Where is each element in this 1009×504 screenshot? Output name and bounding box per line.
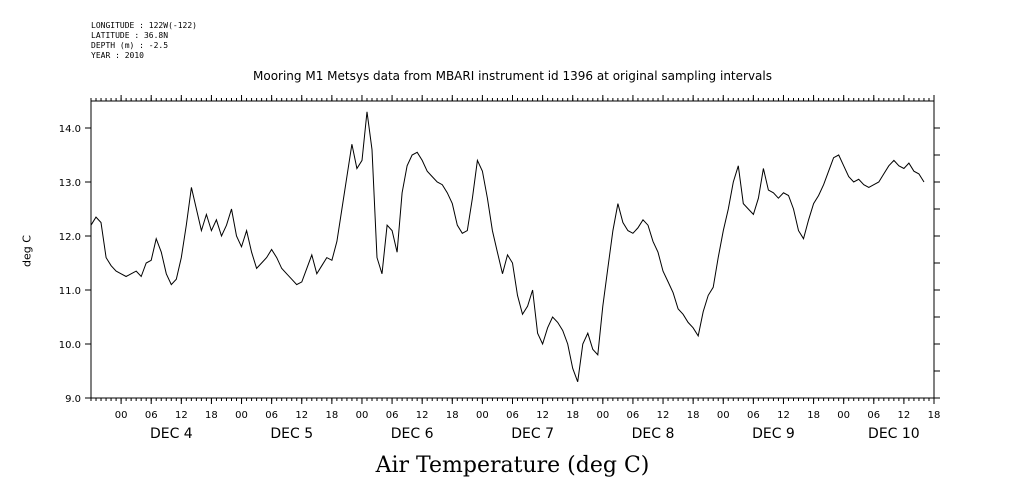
y-tick-label: 11.0 xyxy=(59,286,81,297)
x-tick-label: 18 xyxy=(807,410,820,421)
x-axis-label: Air Temperature (deg C) xyxy=(375,453,650,478)
x-tick-label: 00 xyxy=(717,410,730,421)
depth-label: DEPTH (m) : -2.5 xyxy=(91,41,169,50)
x-tick-label: 18 xyxy=(928,410,941,421)
year-label: YEAR : 2010 xyxy=(91,51,144,60)
y-tick-label: 9.0 xyxy=(65,394,81,405)
day-label: DEC 4 xyxy=(150,426,193,442)
x-tick-label: 06 xyxy=(747,410,760,421)
day-label: DEC 6 xyxy=(391,426,434,442)
chart-title: Mooring M1 Metsys data from MBARI instru… xyxy=(253,69,772,83)
x-tick-label: 06 xyxy=(506,410,519,421)
longitude-label: LONGITUDE : 122W(-122) xyxy=(91,21,197,30)
x-tick-label: 12 xyxy=(898,410,911,421)
x-tick-label: 12 xyxy=(416,410,429,421)
y-tick-label: 14.0 xyxy=(59,124,81,135)
y-tick-label: 10.0 xyxy=(59,340,81,351)
x-tick-label: 00 xyxy=(356,410,369,421)
x-tick-label: 06 xyxy=(386,410,399,421)
day-label: DEC 5 xyxy=(270,426,313,442)
x-tick-label: 00 xyxy=(596,410,609,421)
x-tick-label: 00 xyxy=(235,410,248,421)
y-tick-label: 13.0 xyxy=(59,178,81,189)
x-tick-label: 12 xyxy=(536,410,549,421)
x-tick-label: 12 xyxy=(175,410,188,421)
x-tick-label: 06 xyxy=(265,410,278,421)
x-tick-label: 18 xyxy=(325,410,338,421)
x-tick-label: 18 xyxy=(446,410,459,421)
day-label: DEC 8 xyxy=(632,426,675,442)
x-tick-label: 18 xyxy=(205,410,218,421)
x-tick-label: 00 xyxy=(476,410,489,421)
day-label: DEC 10 xyxy=(868,426,920,442)
x-tick-label: 06 xyxy=(867,410,880,421)
x-tick-label: 12 xyxy=(777,410,790,421)
y-tick-label: 12.0 xyxy=(59,232,81,243)
metadata-block: LONGITUDE : 122W(-122) LATITUDE : 36.8N … xyxy=(91,21,197,61)
x-tick-label: 00 xyxy=(115,410,128,421)
x-tick-label: 12 xyxy=(657,410,670,421)
x-tick-label: 12 xyxy=(295,410,308,421)
x-tick-label: 06 xyxy=(627,410,640,421)
temperature-line xyxy=(90,111,925,382)
day-label: DEC 7 xyxy=(511,426,554,442)
x-tick-label: 18 xyxy=(566,410,579,421)
day-label: DEC 9 xyxy=(752,426,795,442)
latitude-label: LATITUDE : 36.8N xyxy=(91,31,169,40)
x-tick-label: 06 xyxy=(145,410,158,421)
x-tick-label: 00 xyxy=(837,410,850,421)
plot-frame xyxy=(90,100,935,399)
x-tick-label: 18 xyxy=(687,410,700,421)
